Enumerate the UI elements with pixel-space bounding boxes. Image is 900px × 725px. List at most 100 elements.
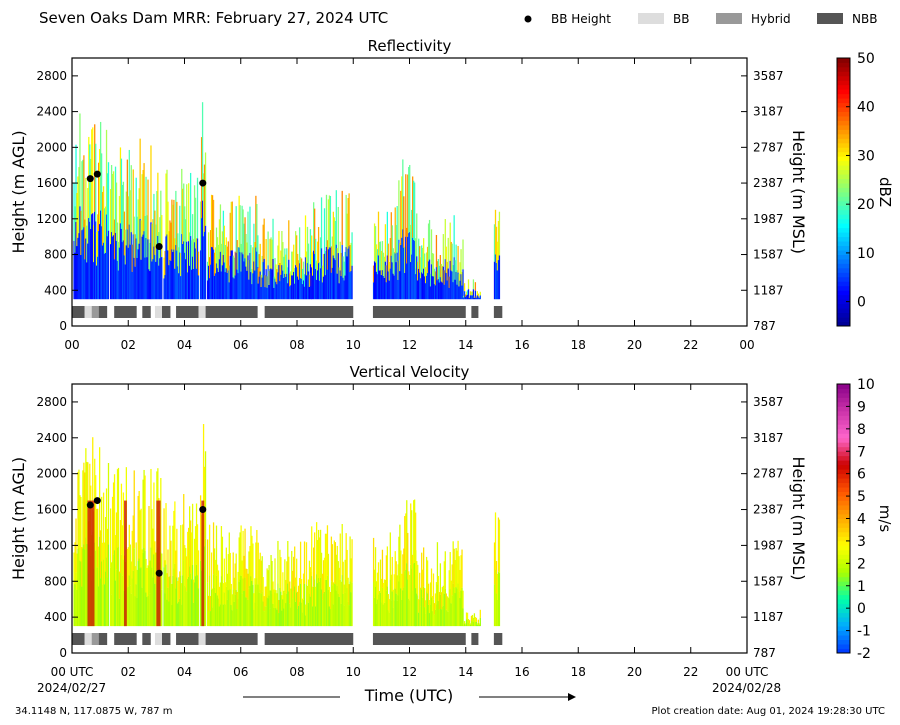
data-column (301, 598, 304, 613)
data-column (293, 271, 295, 300)
data-column (76, 192, 78, 247)
data-column (104, 206, 107, 253)
colorbar-cell (837, 192, 850, 197)
data-column (252, 247, 254, 274)
data-column (278, 265, 280, 300)
data-column (169, 525, 171, 576)
data-column (132, 169, 134, 235)
data-column (111, 236, 114, 300)
data-column (338, 596, 340, 627)
data-column (473, 297, 476, 300)
data-column (112, 171, 115, 236)
data-column (121, 242, 124, 300)
data-column (447, 597, 449, 612)
data-column (285, 579, 287, 604)
data-column (285, 603, 287, 627)
data-column (210, 247, 213, 300)
bb-type-block (205, 633, 258, 645)
colorbar-tick-label: 10 (857, 246, 875, 262)
data-column (338, 267, 340, 284)
data-column (220, 526, 223, 577)
data-column (155, 261, 157, 300)
data-column (340, 276, 342, 300)
x-tick-label: 10 (346, 338, 361, 352)
data-column (261, 277, 263, 300)
data-column (243, 261, 245, 300)
data-column (166, 599, 168, 627)
data-column (314, 253, 316, 300)
data-column (195, 503, 198, 565)
data-column (116, 469, 119, 548)
data-column (321, 282, 324, 300)
data-column (409, 164, 411, 233)
data-column (264, 606, 266, 627)
data-column (217, 570, 220, 599)
data-column (457, 583, 459, 627)
data-column (129, 190, 131, 245)
data-column (392, 607, 394, 627)
data-column (251, 269, 253, 285)
data-column (409, 574, 411, 601)
data-column (82, 229, 84, 300)
data-column (417, 564, 419, 596)
data-column (171, 605, 173, 627)
data-column (399, 271, 401, 300)
bb-type-block (72, 306, 85, 318)
data-column (77, 471, 79, 550)
data-column (80, 255, 82, 300)
data-column (348, 193, 350, 247)
y-tick-label: 2800 (36, 395, 67, 409)
data-column (290, 271, 292, 286)
data-column (78, 547, 80, 627)
data-column (141, 549, 143, 588)
data-column (196, 177, 199, 239)
data-column (319, 529, 322, 578)
data-column (437, 575, 440, 602)
data-column (269, 590, 271, 609)
y-tick-right-label: 787 (753, 319, 776, 333)
data-column (325, 533, 328, 580)
data-column (390, 255, 392, 300)
data-column (85, 448, 87, 538)
data-column (273, 589, 275, 608)
data-column (341, 190, 343, 246)
data-column (315, 238, 317, 270)
data-column (110, 594, 113, 627)
colorbar-cell (837, 321, 850, 327)
data-column (274, 278, 276, 300)
data-column (315, 586, 317, 607)
data-column (293, 244, 295, 272)
colorbar-cell (837, 147, 850, 153)
data-column (146, 257, 148, 300)
data-column (175, 245, 177, 300)
data-column (374, 547, 377, 587)
data-column (283, 590, 285, 609)
data-column (392, 273, 394, 300)
data-column (182, 575, 184, 627)
data-column (144, 215, 146, 258)
data-column (222, 254, 225, 300)
data-column (302, 573, 305, 600)
y-tick-label: 1200 (36, 538, 67, 552)
data-column (385, 282, 388, 300)
data-column (207, 610, 210, 627)
data-column (443, 593, 445, 627)
data-column (105, 488, 108, 558)
colorbar-cell (837, 218, 850, 224)
data-column (462, 239, 464, 270)
data-column (217, 272, 220, 300)
y-axis-label: Height (m AGL) (9, 457, 28, 580)
data-column (250, 576, 252, 627)
colorbar-cell (837, 576, 850, 582)
data-column (153, 246, 155, 300)
data-column (345, 579, 347, 627)
data-column (387, 271, 389, 300)
data-column (382, 275, 385, 300)
data-column (118, 247, 121, 300)
data-column (173, 510, 175, 569)
data-column (377, 562, 380, 595)
data-column (106, 236, 109, 300)
data-column (298, 577, 301, 603)
data-column (235, 206, 237, 253)
